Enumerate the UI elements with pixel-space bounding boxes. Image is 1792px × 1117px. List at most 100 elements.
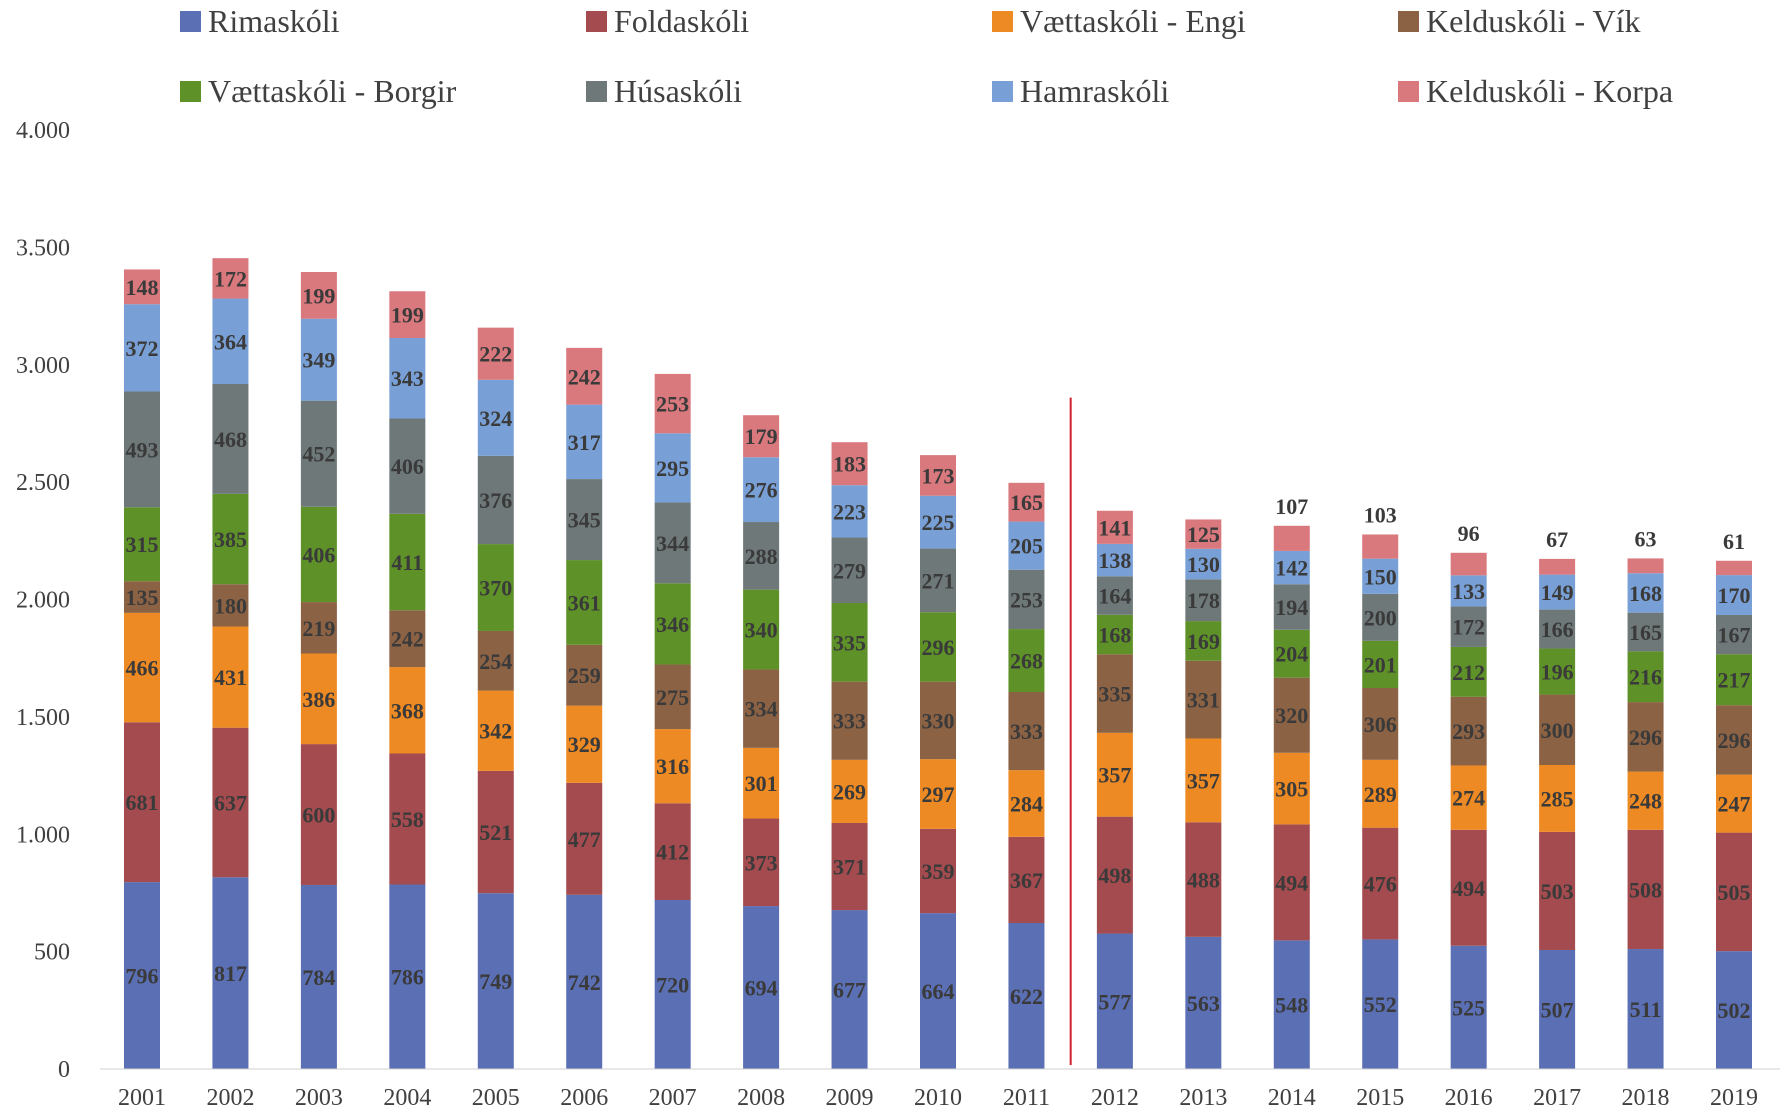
bar-segment — [920, 759, 956, 829]
bar-segment — [1185, 519, 1222, 549]
bar-segment — [1096, 614, 1133, 655]
data-label: 329 — [568, 732, 601, 757]
data-label: 488 — [1187, 868, 1220, 893]
bar-segment — [300, 653, 337, 745]
data-label: 216 — [1629, 665, 1662, 690]
bar-segment — [477, 630, 514, 691]
data-label: 275 — [656, 685, 689, 710]
bar-segment — [477, 455, 514, 545]
data-label: 295 — [656, 456, 689, 481]
data-label: 637 — [214, 790, 247, 815]
data-label: 525 — [1452, 995, 1485, 1020]
data-label: 357 — [1098, 763, 1131, 788]
data-label: 340 — [745, 618, 778, 643]
y-tick-label: 3.000 — [16, 353, 70, 379]
bar-segment — [743, 906, 780, 1069]
bar-segment — [1716, 614, 1752, 655]
data-label: 253 — [656, 392, 689, 417]
data-label: 288 — [745, 544, 778, 569]
bar-segment — [1450, 696, 1487, 766]
data-label: 331 — [1187, 688, 1220, 713]
bar-segment — [1450, 606, 1487, 647]
bar-segment — [1539, 609, 1576, 649]
bar-segment — [1450, 646, 1487, 697]
bar-segment — [831, 442, 868, 486]
data-label: 466 — [126, 656, 159, 681]
bar-segment — [477, 690, 514, 771]
x-tick-label: 2002 — [206, 1085, 254, 1111]
data-label: 720 — [656, 972, 689, 997]
data-label: 622 — [1010, 984, 1043, 1009]
data-label: 344 — [656, 531, 689, 556]
bar-segment — [477, 544, 514, 631]
data-label: 269 — [833, 779, 866, 804]
data-label: 178 — [1187, 588, 1220, 613]
bar-segment — [212, 877, 249, 1069]
bar-segment — [654, 803, 691, 900]
data-label: 276 — [745, 478, 778, 503]
data-label: 285 — [1541, 786, 1574, 811]
bar-segment — [1362, 593, 1399, 641]
data-label: 242 — [391, 627, 424, 652]
data-label: 135 — [126, 585, 159, 610]
bar-segment — [1716, 654, 1752, 706]
bar-segment — [1539, 558, 1576, 575]
data-label: 796 — [126, 964, 159, 989]
bar-segment — [212, 493, 249, 585]
bar-segment — [124, 304, 160, 392]
bar-segment — [1096, 543, 1133, 577]
data-label: 201 — [1364, 652, 1397, 677]
bar-segment — [1096, 576, 1133, 615]
bar-segment — [1539, 648, 1576, 695]
bar-segment — [1716, 560, 1752, 576]
data-label: 254 — [479, 649, 512, 674]
bar-segment — [654, 664, 691, 730]
bar-segment — [1096, 933, 1133, 1069]
data-label: 150 — [1364, 564, 1397, 589]
data-label: 786 — [391, 965, 424, 990]
bar-segment — [1185, 738, 1222, 823]
legend-swatch — [586, 81, 607, 102]
data-label: 600 — [302, 803, 335, 828]
bar-segment — [1096, 732, 1133, 817]
data-label: 223 — [833, 499, 866, 524]
bar-segment — [1008, 770, 1045, 837]
bar-segment — [1008, 629, 1045, 692]
legend-swatch — [1398, 81, 1419, 102]
data-label: 370 — [479, 576, 512, 601]
bar-segment — [389, 610, 426, 668]
bar-segment — [1627, 612, 1664, 652]
bar-segment — [212, 584, 249, 627]
bar-segment — [920, 828, 956, 914]
data-label: 511 — [1630, 997, 1662, 1022]
data-label: 498 — [1098, 863, 1131, 888]
data-label: 200 — [1364, 605, 1397, 630]
data-label: 503 — [1541, 879, 1574, 904]
data-label: 225 — [922, 510, 955, 535]
bar-segment — [1716, 575, 1752, 615]
bar-segment — [1539, 764, 1576, 832]
bar-segment — [212, 727, 249, 878]
data-label: 170 — [1718, 583, 1751, 608]
legend-label: Vættaskóli - Borgir — [208, 73, 457, 109]
bar-segment — [477, 327, 514, 380]
data-label: 784 — [302, 965, 335, 990]
data-label: 521 — [479, 820, 512, 845]
data-label: 376 — [479, 488, 512, 513]
data-label: 63 — [1635, 526, 1657, 551]
y-tick-label: 2.000 — [16, 588, 70, 614]
bar-segment — [389, 291, 426, 338]
data-label: 167 — [1718, 623, 1751, 648]
data-label: 368 — [391, 698, 424, 723]
data-label: 316 — [656, 754, 689, 779]
data-label: 306 — [1364, 712, 1397, 737]
bar-segment — [566, 479, 603, 561]
data-label: 577 — [1098, 989, 1131, 1014]
data-label: 317 — [568, 430, 601, 455]
bar-segment — [124, 581, 160, 613]
data-label: 199 — [391, 303, 424, 328]
bar-segment — [920, 913, 956, 1069]
bar-segment — [124, 612, 160, 723]
data-label: 168 — [1098, 622, 1131, 647]
data-label: 558 — [391, 807, 424, 832]
